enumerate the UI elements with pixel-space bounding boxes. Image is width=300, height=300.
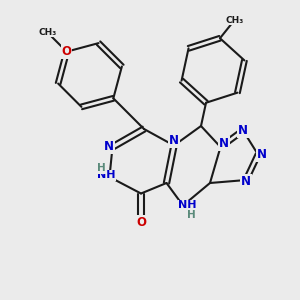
Text: CH₃: CH₃ (38, 28, 56, 37)
Text: N: N (256, 148, 267, 161)
Text: N: N (241, 175, 251, 188)
Text: O: O (136, 215, 146, 229)
Text: NH: NH (97, 170, 115, 181)
Text: N: N (219, 137, 229, 150)
Text: O: O (62, 45, 72, 58)
Text: N: N (238, 124, 248, 137)
Text: CH₃: CH₃ (226, 16, 244, 25)
Text: H: H (97, 163, 106, 173)
Text: N: N (169, 134, 179, 148)
Text: H: H (187, 210, 196, 220)
Text: NH: NH (178, 200, 197, 211)
Text: N: N (104, 140, 114, 154)
